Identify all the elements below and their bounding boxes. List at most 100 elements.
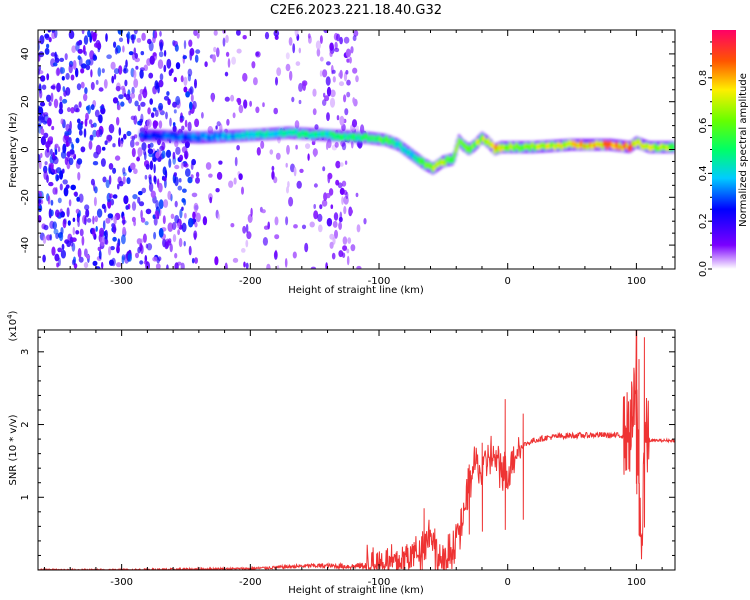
noise-speck (94, 215, 99, 223)
noise-speck (78, 101, 82, 108)
snr-x-tick-label: -300 (110, 577, 133, 588)
noise-speck (44, 47, 50, 55)
noise-speck (118, 37, 124, 43)
noise-speck (85, 64, 91, 71)
noise-speck (137, 246, 141, 254)
noise-speck (161, 141, 166, 151)
noise-speck (60, 227, 64, 235)
noise-speck (71, 237, 77, 242)
noise-speck (84, 248, 88, 257)
noise-speck (363, 218, 367, 225)
noise-speck (135, 252, 139, 259)
noise-speck (215, 125, 218, 130)
noise-speck (141, 142, 147, 151)
noise-speck (162, 166, 167, 176)
noise-speck (341, 180, 347, 187)
noise-speck (173, 109, 177, 114)
noise-speck (84, 51, 87, 56)
noise-speck (50, 209, 54, 217)
noise-speck (321, 199, 328, 207)
noise-speck (285, 162, 288, 168)
noise-speck (118, 94, 124, 100)
noise-speck (345, 48, 351, 58)
noise-speck (172, 122, 176, 127)
noise-speck (109, 193, 113, 199)
snr-y-tick-label: 3 (20, 349, 31, 355)
noise-speck (173, 172, 177, 177)
noise-speck (163, 199, 169, 208)
snr-frame (37, 329, 676, 571)
noise-speck (334, 229, 338, 239)
noise-speck (346, 248, 350, 254)
noise-speck (89, 135, 94, 142)
noise-speck (154, 210, 160, 219)
noise-speck (62, 86, 66, 92)
noise-speck (242, 225, 247, 234)
noise-speck (158, 199, 164, 210)
noise-speck (263, 225, 269, 230)
noise-speck (112, 143, 116, 148)
noise-speck (81, 30, 85, 35)
noise-speck (191, 158, 197, 166)
noise-speck (110, 246, 115, 251)
noise-speck (105, 179, 110, 189)
noise-speck (343, 36, 350, 44)
noise-speck (117, 183, 120, 190)
noise-speck (92, 129, 97, 138)
noise-speck (179, 154, 184, 161)
noise-speck (138, 93, 142, 102)
noise-speck (166, 58, 172, 69)
noise-speck (137, 196, 141, 204)
noise-speck (75, 108, 80, 113)
noise-speck (228, 180, 234, 188)
noise-speck (167, 98, 171, 106)
noise-speck (92, 53, 96, 59)
noise-speck (190, 94, 194, 103)
noise-speck (112, 97, 119, 104)
noise-speck (145, 261, 150, 269)
noise-speck (127, 31, 131, 40)
noise-speck (42, 254, 46, 263)
noise-speck (60, 249, 66, 259)
noise-speck (158, 79, 164, 88)
noise-speck (66, 207, 70, 218)
noise-speck (145, 163, 150, 170)
noise-speck (241, 186, 244, 195)
noise-speck (87, 30, 91, 38)
noise-speck (78, 210, 82, 217)
noise-speck (46, 43, 50, 49)
noise-speck (90, 69, 93, 78)
noise-speck (53, 98, 59, 109)
noise-speck (331, 252, 336, 260)
noise-speck (218, 160, 223, 165)
noise-speck (84, 118, 88, 127)
noise-speck (65, 87, 71, 96)
ridge-point (491, 142, 495, 149)
noise-speck (49, 148, 53, 156)
noise-speck (77, 220, 80, 227)
spectrogram-y-tick-label: -40 (20, 237, 31, 253)
noise-speck (76, 158, 83, 165)
noise-speck (236, 145, 240, 151)
noise-speck (121, 234, 126, 245)
noise-speck (346, 58, 350, 63)
colorbar-tick-label: 0.8 (698, 70, 709, 86)
noise-speck (146, 118, 152, 128)
noise-speck (148, 41, 154, 52)
noise-speck (77, 248, 82, 258)
noise-speck (291, 96, 295, 103)
colorbar-tick-label: 0.2 (698, 213, 709, 229)
noise-speck (84, 87, 88, 95)
noise-speck (232, 257, 239, 263)
noise-speck (345, 191, 349, 200)
noise-speck (47, 117, 52, 127)
noise-speck (315, 40, 321, 50)
noise-speck (165, 111, 168, 120)
noise-speck (260, 140, 265, 149)
spectrogram-y-label: Frequency (Hz) (8, 112, 19, 188)
noise-speck (249, 100, 253, 107)
noise-speck (92, 122, 97, 128)
noise-speck (242, 72, 248, 82)
noise-speck (313, 148, 317, 158)
noise-speck (158, 102, 164, 111)
